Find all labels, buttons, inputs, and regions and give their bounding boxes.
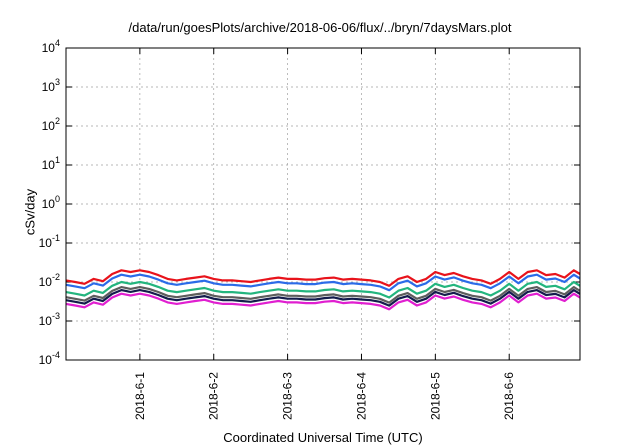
x-tick-label: 2018-6-1 xyxy=(133,372,147,420)
y-tick-label: 10-2 xyxy=(39,272,60,289)
y-tick-label: 102 xyxy=(42,116,60,133)
x-tick-label: 2018-6-4 xyxy=(354,372,368,420)
x-tick-label: 2018-6-3 xyxy=(281,372,295,420)
series-line xyxy=(65,292,581,311)
y-tick-label: 101 xyxy=(42,155,60,172)
series-line xyxy=(65,269,581,287)
y-tick-label: 10-3 xyxy=(39,311,60,328)
series-line xyxy=(65,280,581,299)
y-axis-label: cSv/day xyxy=(22,188,38,236)
x-tick-label: 2018-6-5 xyxy=(428,372,442,420)
x-tick-label: 2018-6-2 xyxy=(207,372,221,420)
y-tick-label: 100 xyxy=(42,194,60,211)
y-tick-label: 103 xyxy=(42,77,60,94)
y-tick-label: 10-4 xyxy=(39,350,60,367)
chart-title: /data/run/goesPlots/archive/2018-06-06/f… xyxy=(128,20,512,35)
x-tick-label: 2018-6-6 xyxy=(502,372,516,420)
y-tick-label: 10-1 xyxy=(39,233,60,250)
series-line xyxy=(65,289,581,307)
series-line xyxy=(65,286,581,304)
series-line xyxy=(65,273,581,292)
y-tick-label: 104 xyxy=(42,38,60,55)
x-axis-label: Coordinated Universal Time (UTC) xyxy=(223,430,423,445)
plot-frame xyxy=(65,47,581,361)
